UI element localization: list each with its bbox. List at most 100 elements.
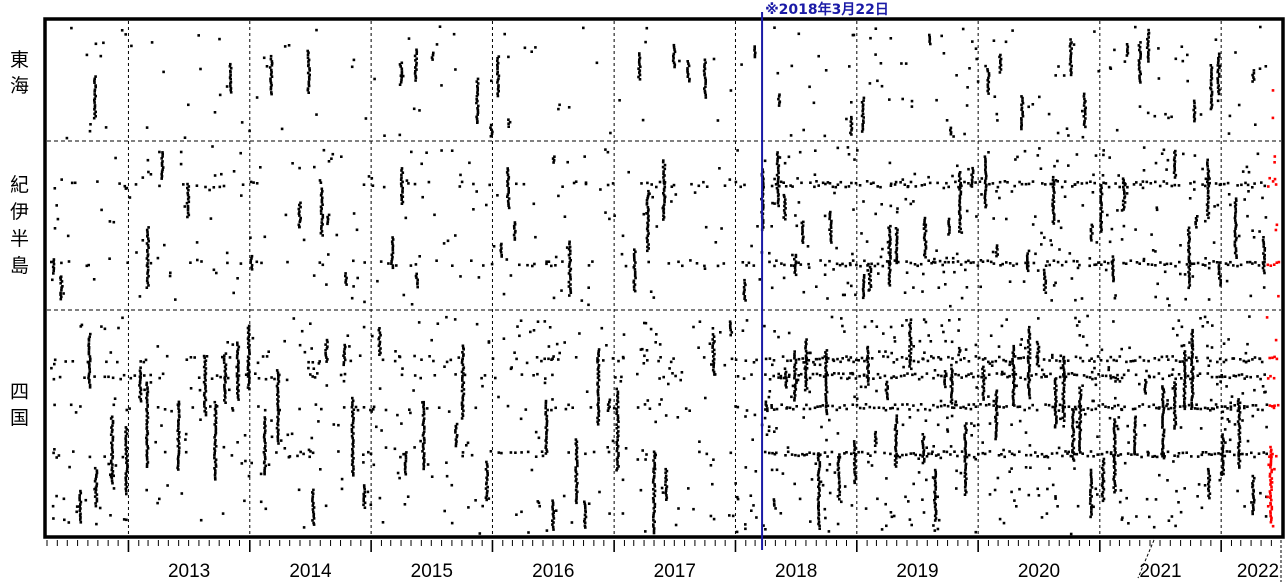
tremor-point [1057,446,1061,450]
tremor-point [621,478,625,482]
tremor-point [416,282,419,286]
tremor-point [277,428,280,432]
tremor-point [1042,373,1046,376]
tremor-point [246,368,250,371]
tremor-point [922,223,926,226]
tremor-point [1013,499,1016,502]
tremor-point [753,49,756,52]
tremor-point [958,349,962,352]
tremor-point [1101,479,1105,482]
tremor-point [1261,239,1265,242]
tremor-point [984,179,987,183]
tremor-point [1190,344,1194,347]
tremor-point [688,77,691,81]
tremor-point [371,408,375,411]
tremor-point [264,449,267,452]
tremor-point [880,528,884,531]
tremor-point [1186,229,1190,232]
tremor-point [1269,445,1272,449]
tremor-point [1191,390,1194,393]
tremor-point [126,463,129,466]
tremor-point [567,253,571,257]
tremor-point [1020,103,1023,107]
tremor-point [500,247,503,250]
tremor-point [283,339,286,343]
tremor-point [108,220,112,223]
tremor-point [1115,128,1119,132]
tremor-point [616,431,619,435]
tremor-point [214,425,218,428]
tremor-point [400,76,403,79]
tremor-point [548,326,552,329]
tremor-point [959,177,962,180]
tremor-point [998,180,1002,184]
tremor-point [264,377,268,381]
tremor-point [1183,357,1186,360]
tremor-point [485,476,488,480]
tremor-point [413,446,416,449]
tremor-point [1083,108,1087,111]
tremor-point [587,264,591,267]
tremor-point [987,72,991,75]
tremor-point [1206,194,1210,198]
tremor-point [1180,45,1184,48]
tremor-point [560,289,563,292]
tremor-point [1177,452,1181,455]
tremor-point [229,87,233,90]
tremor-point [654,341,657,344]
tremor-point [1116,427,1120,431]
tremor-point [1269,459,1273,463]
tremor-point [1191,387,1194,391]
tremor-point [1173,404,1177,408]
tremor-point [817,512,820,515]
tremor-point [747,261,751,265]
tremor-point [461,407,464,410]
tremor-point [817,458,820,462]
tremor-point [443,365,446,368]
tremor-point [985,184,988,187]
tremor-point [731,514,735,518]
tremor-point [1251,186,1254,189]
tremor-point [1239,263,1243,267]
tremor-point [750,373,753,376]
tremor-point [89,357,92,361]
tremor-point [950,367,953,371]
tremor-point [777,97,780,101]
tremor-point [1080,297,1084,300]
tremor-point [687,64,691,68]
tremor-point [853,473,857,476]
tremor-point [567,272,571,275]
tremor-point [704,396,707,400]
tremor-point [212,186,216,189]
tremor-point [391,248,395,252]
tremor-point [554,509,558,512]
tremor-point [971,180,974,184]
tremor-point [1057,65,1060,68]
tremor-point [687,487,690,490]
tremor-point [1206,467,1210,471]
tremor-point [567,280,571,284]
tremor-point [632,285,636,288]
tremor-point [214,431,218,435]
tremor-point [312,506,316,509]
tremor-point [80,323,84,327]
tremor-point [958,225,961,229]
tremor-point [380,429,383,432]
tremor-point [597,397,600,400]
tremor-point [156,501,159,505]
tremor-point [414,59,417,62]
tremor-point [587,502,591,505]
tremor-point [772,502,776,506]
tremor-point [1133,435,1136,439]
tremor-point [894,227,898,230]
tremor-point [895,421,899,424]
tremor-point [544,401,548,405]
tremor-point [824,358,828,361]
tremor-point [711,482,714,486]
tremor-point [988,362,992,365]
tremor-point [574,457,578,461]
tremor-point [762,182,765,185]
tremor-point [652,511,656,515]
tremor-point [263,438,266,441]
tremor-point [957,346,961,350]
